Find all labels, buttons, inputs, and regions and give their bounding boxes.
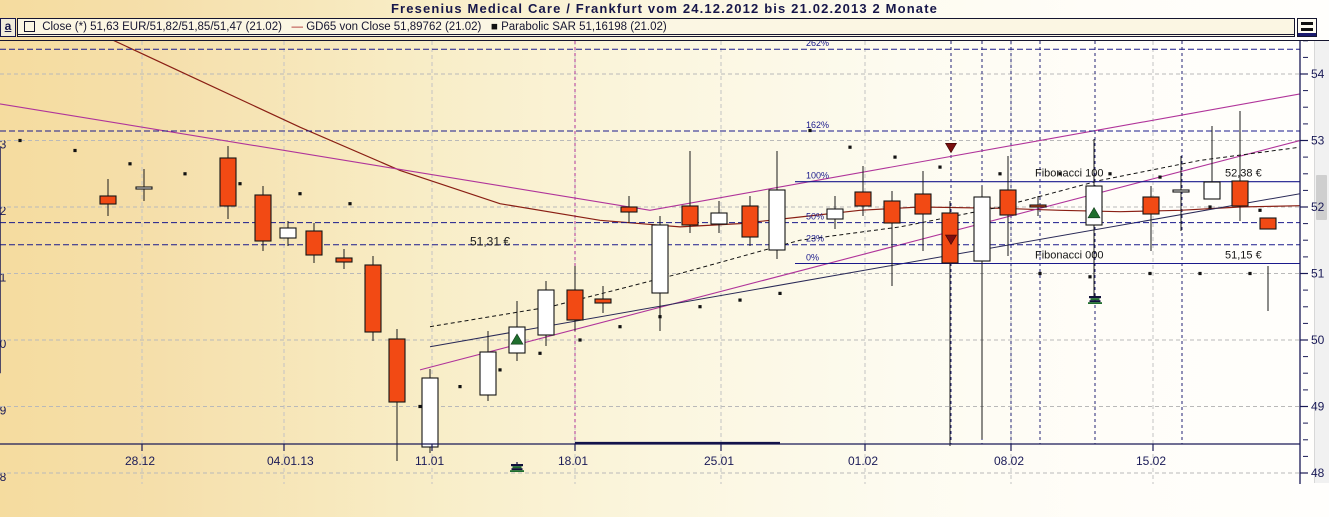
svg-text:25.01: 25.01 (704, 454, 734, 468)
svg-text:51,15 €: 51,15 € (1225, 250, 1262, 262)
svg-text:52,38 €: 52,38 € (1225, 168, 1262, 180)
svg-text:0%: 0% (806, 253, 819, 263)
svg-text:51: 51 (1311, 267, 1325, 281)
svg-text:54: 54 (1311, 67, 1325, 81)
svg-text:28.12: 28.12 (125, 454, 155, 468)
svg-text:11.01: 11.01 (415, 454, 444, 468)
svg-text:52: 52 (1311, 200, 1325, 214)
svg-text:50: 50 (1311, 333, 1325, 347)
svg-text:18.01: 18.01 (558, 454, 588, 468)
svg-text:162%: 162% (806, 120, 829, 130)
svg-text:08.02: 08.02 (994, 454, 1024, 468)
svg-text:04.01.13: 04.01.13 (267, 454, 314, 468)
svg-text:51,31 €: 51,31 € (470, 235, 510, 249)
svg-text:01.02: 01.02 (848, 454, 878, 468)
svg-text:48: 48 (1311, 466, 1325, 480)
svg-text:Fibonacci 100: Fibonacci 100 (1035, 168, 1104, 180)
svg-text:15.02: 15.02 (1136, 454, 1166, 468)
svg-text:50%: 50% (806, 212, 824, 222)
svg-text:49: 49 (1311, 400, 1325, 414)
svg-text:Fibonacci 000: Fibonacci 000 (1035, 250, 1104, 262)
svg-text:100%: 100% (806, 171, 829, 181)
svg-text:53: 53 (1311, 134, 1325, 148)
svg-text:262%: 262% (806, 41, 829, 48)
svg-text:23%: 23% (806, 234, 824, 244)
